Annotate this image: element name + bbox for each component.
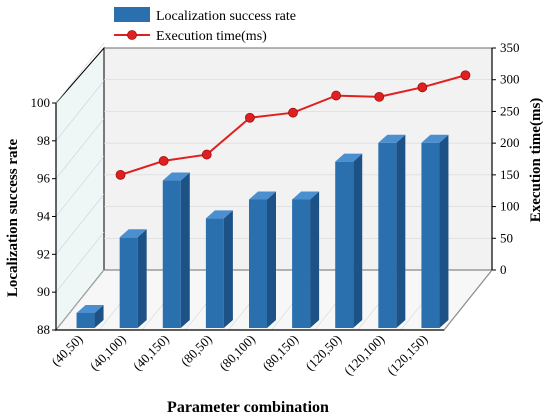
line-series <box>115 70 471 180</box>
line-point <box>460 70 471 81</box>
left-axis-ticks: 88 90 92 94 96 98 100 <box>31 95 56 337</box>
bar-side <box>94 304 104 328</box>
x-axis-ticks: (40,50) (40,100) (40,150) (80,50) (80,100) (8… <box>48 332 430 379</box>
y-left-tick-label: 94 <box>37 209 51 224</box>
legend-line-label: Execution time(ms) <box>156 29 267 44</box>
legend: Localization success rate Execution time… <box>114 7 296 44</box>
bar-side <box>310 191 320 328</box>
bar <box>162 180 181 328</box>
x-tick-label: (40,100) <box>87 332 129 374</box>
bar <box>76 312 95 328</box>
y-right-tick-label: 250 <box>500 103 520 118</box>
bar <box>205 218 224 328</box>
x-tick-label: (80,100) <box>216 332 258 374</box>
grid-line-left-wall <box>55 118 105 179</box>
bar <box>249 199 267 328</box>
y-right-tick-label: 200 <box>500 135 520 150</box>
x-tick-label: (80,50) <box>178 332 215 369</box>
line-point <box>374 91 385 102</box>
line-point <box>244 112 255 123</box>
y-right-tick-label: 50 <box>500 230 513 245</box>
grid-line-left-wall <box>55 42 105 104</box>
x-tick-label: (120,50) <box>302 332 344 374</box>
bar-top <box>162 172 190 181</box>
x-axis-label: Parameter combination <box>167 399 329 416</box>
bar-side <box>223 210 233 328</box>
bar <box>421 142 440 328</box>
bar-top <box>205 210 233 219</box>
bar-side <box>180 172 190 328</box>
y-axis-left-label: Localization success rate <box>5 139 21 298</box>
right-axis-ticks: 0 50 100 150 200 250 300 350 <box>492 40 520 277</box>
y-right-tick-label: 350 <box>500 40 520 55</box>
x-tick-label: (120,100) <box>341 332 388 379</box>
bar <box>378 142 397 328</box>
y-left-tick-label: 90 <box>37 284 50 299</box>
bar-side <box>267 191 276 328</box>
bar-side <box>137 229 147 328</box>
bar-top <box>378 134 406 143</box>
grid-line-left-wall <box>55 156 105 217</box>
bar-side <box>396 134 406 328</box>
y-right-tick-label: 150 <box>500 167 520 182</box>
legend-bar-label: Localization success rate <box>156 9 296 24</box>
y-axis-right-label: Execution time(ms) <box>528 98 544 223</box>
bar <box>292 199 311 328</box>
y-left-tick-label: 98 <box>37 133 50 148</box>
bar-top <box>119 229 147 238</box>
grid-line-floor <box>55 269 105 331</box>
x-tick-label: (40,50) <box>48 332 85 369</box>
line-point <box>115 169 126 180</box>
bar-top <box>76 304 104 313</box>
y-right-tick-label: 0 <box>500 262 507 277</box>
bar-top <box>292 191 320 200</box>
y-right-tick-label: 300 <box>500 72 520 87</box>
bar-top <box>249 191 276 200</box>
bar-side <box>353 153 363 328</box>
line-point <box>417 82 428 93</box>
legend-bar-swatch <box>114 7 150 22</box>
bars <box>76 134 449 328</box>
grid-line-left-wall <box>55 194 105 255</box>
y-right-tick-label: 100 <box>500 199 520 214</box>
line-point <box>158 156 169 166</box>
x-tick-label: (80,150) <box>259 332 301 374</box>
line-point <box>201 149 212 160</box>
bar <box>335 161 354 328</box>
grid-line-floor <box>443 269 493 331</box>
y-left-tick-label: 92 <box>37 246 50 261</box>
grid-line-left-wall <box>55 80 105 142</box>
y-left-tick-label: 96 <box>37 171 51 186</box>
bar <box>119 237 138 328</box>
x-tick-label: (120,150) <box>384 332 431 379</box>
bar-top <box>421 134 449 143</box>
grid-line-left-wall <box>55 231 105 293</box>
line-point <box>288 107 298 118</box>
bar-side <box>439 134 449 328</box>
y-left-tick-label: 88 <box>37 322 50 337</box>
line-point <box>331 90 342 101</box>
y-left-tick-label: 100 <box>31 95 51 110</box>
x-tick-label: (40,150) <box>130 332 172 374</box>
legend-line-marker <box>127 30 137 40</box>
bar-top <box>335 153 363 162</box>
